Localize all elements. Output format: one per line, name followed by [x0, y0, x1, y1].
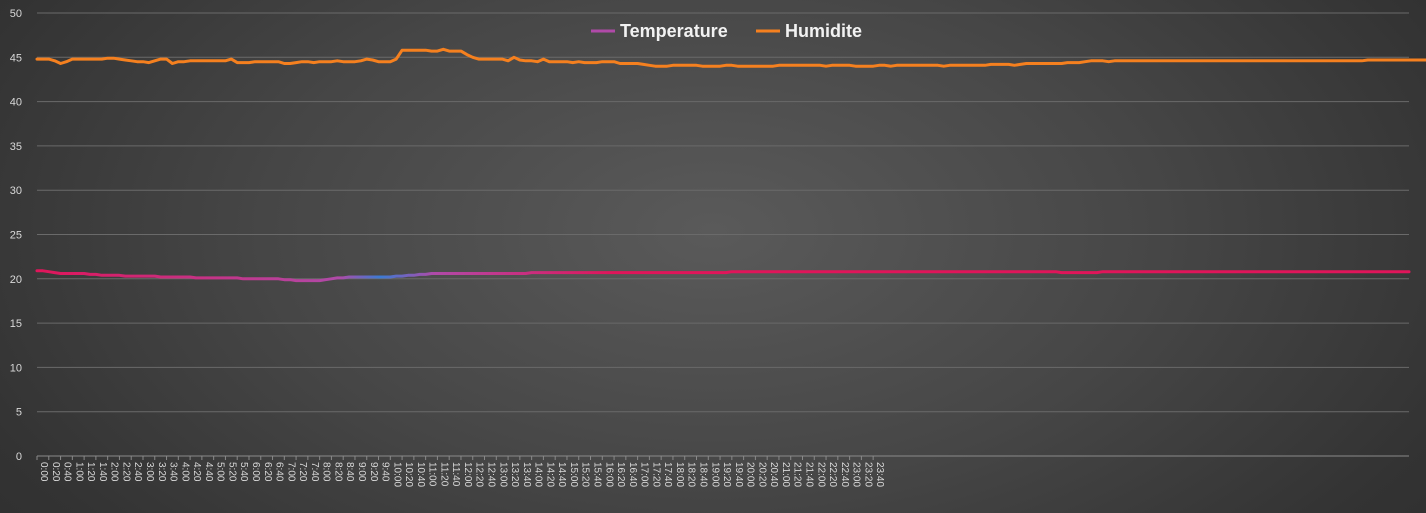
x-tick-label: 6:20: [262, 462, 273, 482]
x-tick-label: 20:40: [768, 462, 779, 487]
series-lines: [35, 47, 1426, 283]
x-tick-label: 22:20: [827, 462, 838, 487]
x-tick-label: 19:00: [709, 462, 720, 487]
y-tick-label: 25: [10, 230, 22, 242]
x-tick-label: 2:40: [132, 462, 143, 482]
x-tick-label: 12:00: [462, 462, 473, 487]
y-tick-label: 50: [10, 8, 22, 20]
x-tick-label: 2:20: [120, 462, 131, 482]
x-tick-label: 0:40: [62, 462, 73, 482]
x-tick-label: 14:00: [533, 462, 544, 487]
x-tick-label: 12:40: [486, 462, 497, 487]
x-tick-label: 18:00: [674, 462, 685, 487]
x-tick-label: 0:20: [50, 462, 61, 482]
x-tick-label: 17:20: [650, 462, 661, 487]
y-tick-label: 20: [10, 274, 22, 286]
x-tick-label: 10:00: [391, 462, 402, 487]
x-tick-label: 23:40: [874, 462, 885, 487]
legend-label-temperature: Temperature: [620, 21, 728, 41]
x-tick-label: 15:00: [568, 462, 579, 487]
x-tick-label: 9:40: [380, 462, 391, 482]
x-tick-label: 15:40: [592, 462, 603, 487]
x-tick-label: 6:00: [250, 462, 261, 482]
x-tick-label: 4:20: [191, 462, 202, 482]
x-tick-label: 22:00: [815, 462, 826, 487]
y-tick-label: 30: [10, 185, 22, 197]
x-tick-label: 21:20: [792, 462, 803, 487]
x-tick-label: 13:20: [509, 462, 520, 487]
x-tick-label: 4:40: [203, 462, 214, 482]
gridlines: [37, 12, 1409, 457]
x-tick-label: 19:40: [733, 462, 744, 487]
x-tick-label: 22:40: [839, 462, 850, 487]
x-tick-label: 2:00: [109, 462, 120, 482]
y-tick-label: 40: [10, 97, 22, 109]
x-tick-label: 10:40: [415, 462, 426, 487]
x-tick-label: 18:40: [698, 462, 709, 487]
x-tick-label: 0:00: [38, 462, 49, 482]
x-tick-label: 7:40: [309, 462, 320, 482]
x-tick-label: 4:00: [179, 462, 190, 482]
y-axis: 0 5 10 15 20 25 30 35 40 45 50: [10, 8, 22, 463]
x-tick-label: 18:20: [686, 462, 697, 487]
x-tick-label: 1:20: [85, 462, 96, 482]
x-tick-label: 19:20: [721, 462, 732, 487]
y-tick-label: 0: [16, 451, 22, 463]
x-tick-label: 3:20: [156, 462, 167, 482]
x-tick-label: 11:00: [427, 462, 438, 487]
x-tick-label: 14:20: [544, 462, 555, 487]
y-tick-label: 45: [10, 52, 22, 64]
x-tick-label: 5:00: [215, 462, 226, 482]
x-tick-label: 10:20: [403, 462, 414, 487]
x-tick-label: 17:00: [639, 462, 650, 487]
x-tick-label: 11:20: [438, 462, 449, 487]
x-tick-label: 3:40: [168, 462, 179, 482]
x-tick-label: 17:40: [662, 462, 673, 487]
x-axis: 0:00 0:20 0:40 1:00 1:20 1:40 2:00 2:20 2:40 3:00…: [36, 456, 885, 487]
x-tick-label: 8:00: [321, 462, 332, 482]
x-tick-label: 13:40: [521, 462, 532, 487]
x-tick-label: 21:40: [803, 462, 814, 487]
x-tick-label: 5:20: [226, 462, 237, 482]
x-tick-label: 7:00: [285, 462, 296, 482]
y-tick-label: 5: [16, 407, 22, 419]
x-tick-label: 23:00: [851, 462, 862, 487]
x-tick-label: 8:20: [332, 462, 343, 482]
series-line-temperature: [35, 269, 1411, 283]
x-tick-label: 20:00: [745, 462, 756, 487]
series-line-humidite: [35, 47, 1426, 68]
x-tick-label: 20:20: [756, 462, 767, 487]
x-tick-label: 16:20: [615, 462, 626, 487]
x-tick-label: 12:20: [474, 462, 485, 487]
x-tick-label: 7:20: [297, 462, 308, 482]
x-tick-label: 8:40: [344, 462, 355, 482]
x-tick-label: 1:40: [97, 462, 108, 482]
x-tick-label: 9:20: [368, 462, 379, 482]
x-tick-label: 21:00: [780, 462, 791, 487]
x-tick-label: 16:40: [627, 462, 638, 487]
y-tick-label: 15: [10, 318, 22, 330]
legend-label-humidite: Humidite: [785, 21, 862, 41]
x-tick-label: 11:40: [450, 462, 461, 487]
x-tick-label: 23:20: [862, 462, 873, 487]
y-tick-label: 35: [10, 141, 22, 153]
x-tick-label: 1:00: [73, 462, 84, 482]
x-tick-label: 15:20: [580, 462, 591, 487]
x-tick-label: 5:40: [238, 462, 249, 482]
y-tick-label: 10: [10, 362, 22, 374]
x-tick-label: 9:00: [356, 462, 367, 482]
x-tick-label: 6:40: [274, 462, 285, 482]
x-tick-label: 16:00: [603, 462, 614, 487]
x-tick-label: 13:00: [497, 462, 508, 487]
x-tick-label: 3:00: [144, 462, 155, 482]
legend: Temperature Humidite: [591, 21, 862, 41]
x-tick-label: 14:40: [556, 462, 567, 487]
